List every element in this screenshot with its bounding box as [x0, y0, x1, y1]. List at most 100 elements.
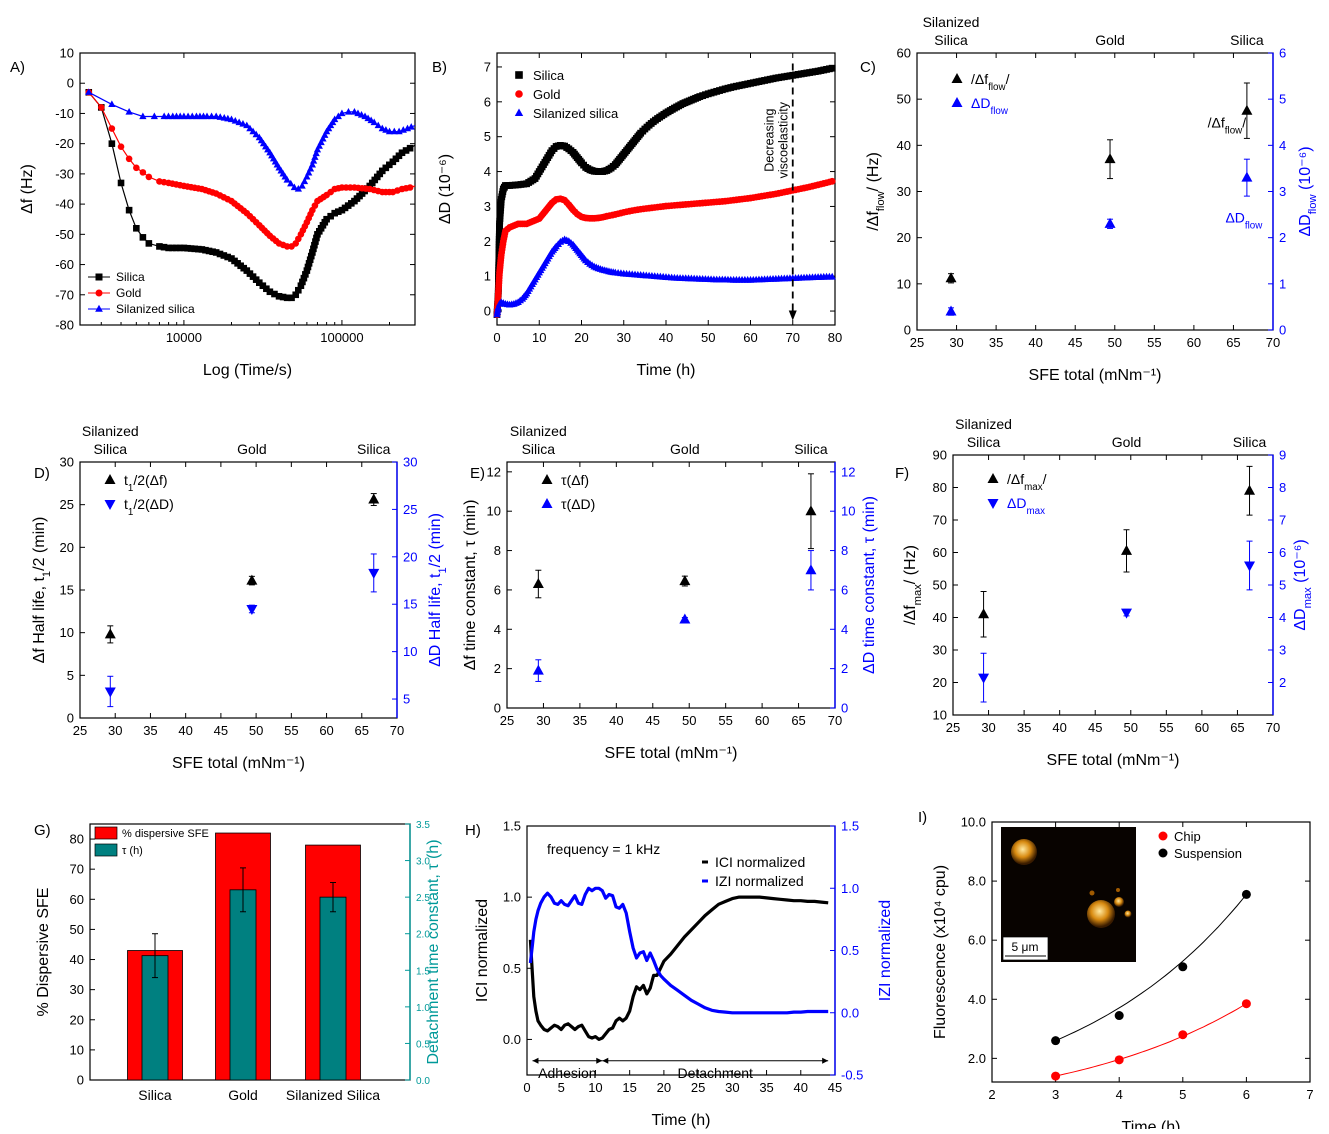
- y-tick-label: 0: [67, 76, 74, 91]
- x-tick-label: 60: [1187, 335, 1201, 350]
- x-tick-label: 30: [536, 713, 550, 728]
- legend-label: τ(Δf): [561, 472, 589, 488]
- top-label-silanized-2: Silica: [967, 434, 1001, 450]
- series-line: [88, 91, 416, 190]
- y2-tick-label: 2: [841, 661, 848, 676]
- data-point: [300, 177, 309, 185]
- data-point: [344, 107, 353, 115]
- y-tick-label: -10: [55, 106, 74, 121]
- y-tick-label: 60: [933, 545, 947, 560]
- y2-tick-label: 0.5: [416, 1039, 430, 1050]
- data-point: [313, 145, 322, 153]
- legend-label: Gold: [116, 286, 141, 300]
- x-tick-label: 5: [558, 1080, 565, 1095]
- series-0: [945, 82, 1253, 284]
- top-label-silica: Silica: [1230, 32, 1264, 48]
- data-point: [117, 179, 125, 187]
- legend-marker: [514, 108, 524, 117]
- data-point: [945, 272, 957, 283]
- x-tick-label: 70: [786, 330, 800, 345]
- data-point: [679, 613, 691, 624]
- x-tick-label: 40: [609, 713, 623, 728]
- data-point: [259, 282, 267, 290]
- legend-marker: [987, 499, 999, 509]
- y-tick-label: 40: [897, 138, 911, 153]
- y-tick-label: 30: [70, 982, 84, 997]
- plot-frame: [79, 52, 416, 326]
- x-tick-label: 50: [249, 723, 263, 738]
- data-point: [160, 243, 168, 251]
- data-point: [184, 244, 191, 252]
- panel-label: H): [465, 822, 481, 839]
- x-tick-label: 7: [1306, 1087, 1313, 1102]
- data-point: [117, 143, 125, 150]
- data-point: [532, 664, 544, 675]
- data-point: [1114, 1055, 1124, 1065]
- x-tick-label: 45: [646, 713, 660, 728]
- y2-axis-title: ΔD time constant, τ (min): [861, 496, 878, 674]
- y-axis-title: Δf (Hz): [19, 164, 36, 214]
- y-tick-label: 70: [933, 513, 947, 528]
- data-point: [335, 208, 342, 215]
- phase-arrowhead: [596, 1057, 603, 1064]
- legend-marker: [95, 273, 103, 281]
- legend: /Δfmax/ΔDmax: [987, 471, 1047, 517]
- data-point: [150, 112, 158, 120]
- data-point: [306, 164, 315, 172]
- y2-tick-label: 7: [1279, 513, 1286, 528]
- y2-tick-label: 10: [403, 644, 417, 659]
- annotation-text: viscoelasticity: [777, 101, 791, 178]
- y2-axis-title: IZI normalized: [877, 900, 894, 1001]
- panel-g: 0 10 20 30 40 50 60 70 80 0.0 0.5 1.0 1.5 2.0 2.5 3.0 3.…: [34, 820, 442, 1103]
- y2-tick-label: 4: [841, 622, 848, 637]
- x-axis-title: SFE total (mNm⁻¹): [1047, 752, 1180, 769]
- x-tick-label: 10: [588, 1080, 602, 1095]
- y2-tick-label: 6: [1279, 46, 1286, 61]
- y-tick-label: 60: [897, 46, 911, 61]
- top-label-gold: Gold: [670, 441, 700, 457]
- data-point: [299, 278, 306, 286]
- data-point: [331, 209, 339, 217]
- data-point: [828, 64, 836, 72]
- data-point: [235, 118, 243, 126]
- y2-tick-label: 8: [1279, 480, 1286, 495]
- y-axis-title: Δf Half life, t1/2 (min): [31, 517, 53, 664]
- data-point: [263, 285, 270, 293]
- y-axis-title: Fluorescence (x10⁴ cpu): [932, 865, 949, 1039]
- y-tick-label: 6.0: [968, 933, 986, 948]
- series-1: [104, 553, 380, 708]
- data-point: [334, 112, 342, 120]
- data-point: [1114, 1011, 1124, 1021]
- y2-tick-label: 4: [1279, 138, 1286, 153]
- y2-axis-title: ΔDflow (10⁻⁶): [1297, 146, 1319, 236]
- data-point: [176, 244, 184, 252]
- legend-label: Silica: [533, 68, 565, 83]
- x-tick-label: 40: [1028, 335, 1042, 350]
- data-point: [108, 125, 116, 132]
- y-tick-label: 5: [484, 129, 491, 144]
- x-tick-label: 25: [500, 713, 514, 728]
- y-tick-label: 50: [897, 92, 911, 107]
- x-tick-label: 80: [828, 330, 842, 345]
- y-tick-label: 80: [933, 480, 947, 495]
- data-point: [145, 173, 153, 181]
- y2-tick-label: 1.5: [841, 819, 859, 834]
- top-label-gold: Gold: [1112, 434, 1142, 450]
- data-point: [312, 149, 320, 157]
- point-annotation: /Δfflow/: [1208, 115, 1247, 137]
- series-0: [978, 465, 1256, 638]
- x-tick-label: 30: [949, 335, 963, 350]
- data-point: [212, 249, 220, 256]
- data-point: [227, 115, 236, 123]
- data-point: [370, 118, 378, 126]
- y-tick-label: 6: [484, 94, 491, 109]
- data-point: [828, 272, 836, 280]
- x-tick-label: 35: [759, 1080, 773, 1095]
- bar-tau: [229, 889, 257, 1081]
- y-tick-label: 2: [484, 234, 491, 249]
- legend: Silica Gold Silanized silica: [514, 68, 619, 121]
- plot-frame: [952, 454, 1274, 716]
- y-tick-label: 4: [494, 622, 501, 637]
- series-1: [493, 177, 836, 318]
- data-point: [331, 115, 339, 123]
